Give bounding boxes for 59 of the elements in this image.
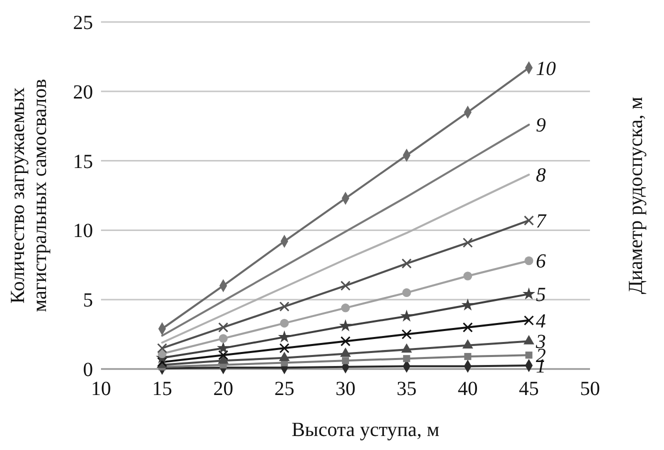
x-tick-label: 40	[458, 378, 478, 400]
point	[464, 352, 472, 360]
x-tick-label: 30	[336, 378, 356, 400]
point	[341, 304, 350, 312]
point	[400, 310, 413, 322]
series-label: 5	[536, 284, 546, 306]
y-tick-label: 15	[73, 150, 93, 173]
y2-axis-title: Диаметр рудоспуска, м	[625, 96, 647, 294]
x-tick-label: 45	[518, 378, 539, 400]
x-axis-title: Высота уступа, м	[292, 419, 440, 441]
x-tick-label: 35	[396, 378, 417, 400]
x-tick-label: 15	[152, 378, 172, 400]
y-axis-title: Количество загружаемых магистральных самосвалов	[7, 78, 51, 312]
x-tick-label: 50	[580, 378, 600, 400]
y-tick-label: 0	[83, 359, 93, 381]
point	[524, 315, 534, 326]
point	[340, 348, 351, 357]
point	[524, 256, 534, 266]
point	[216, 342, 230, 354]
point	[402, 258, 412, 269]
point	[522, 287, 536, 300]
series-label: 7	[536, 210, 547, 232]
point	[463, 272, 472, 280]
series-label: 8	[536, 164, 546, 187]
point	[218, 322, 228, 332]
point	[218, 350, 228, 360]
point	[218, 334, 228, 343]
point	[278, 330, 291, 342]
point	[462, 238, 473, 248]
point	[525, 352, 532, 359]
point	[462, 339, 474, 349]
point	[524, 215, 534, 226]
x-tick-label: 20	[213, 378, 234, 400]
series-label: 6	[536, 250, 546, 273]
point	[461, 298, 474, 311]
y-tick-label: 25	[73, 12, 93, 34]
x-tick-label: 25	[274, 378, 294, 400]
y-tick-label: 20	[73, 81, 93, 104]
y-tick-label: 10	[73, 220, 93, 242]
point	[340, 280, 351, 291]
y-tick-label: 5	[83, 290, 93, 312]
point	[279, 352, 290, 361]
line-series	[161, 174, 530, 344]
point	[402, 329, 412, 340]
series-label: 10	[536, 58, 556, 80]
point	[403, 355, 410, 362]
point	[524, 335, 534, 344]
point	[342, 357, 350, 364]
point	[339, 319, 352, 332]
point	[340, 336, 351, 346]
point	[462, 322, 473, 332]
point	[401, 343, 412, 353]
point	[279, 301, 290, 312]
point	[280, 318, 289, 328]
series-label: 4	[536, 310, 546, 332]
point	[157, 343, 168, 354]
point	[402, 288, 411, 298]
point	[279, 343, 290, 354]
series-label: 9	[536, 114, 546, 137]
